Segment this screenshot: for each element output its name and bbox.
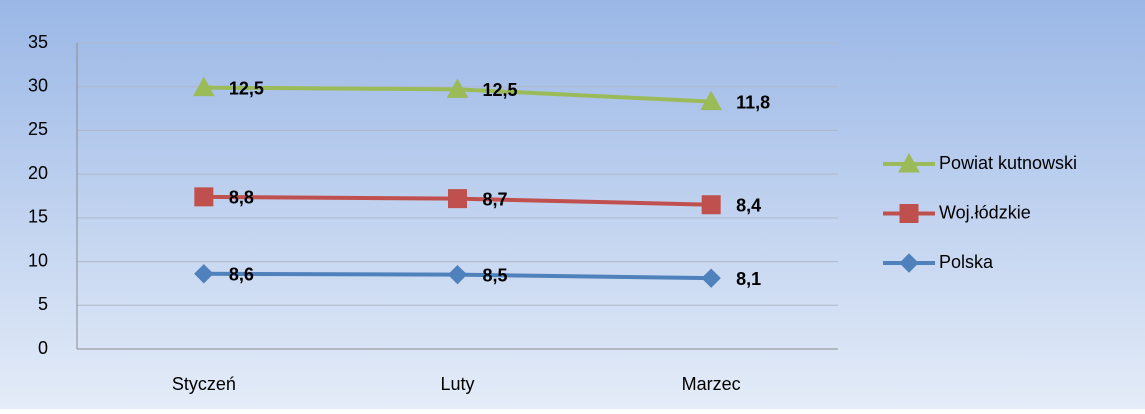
y-tick-label: 10	[28, 250, 48, 270]
x-tick-label: Luty	[440, 374, 474, 394]
y-tick-label: 5	[38, 294, 48, 314]
marker	[194, 187, 214, 207]
data-label: 8,5	[483, 265, 508, 285]
data-label: 8,7	[483, 189, 508, 209]
marker	[447, 264, 468, 285]
y-tick-label: 0	[38, 338, 48, 358]
marker	[898, 152, 920, 173]
marker	[448, 189, 467, 209]
data-label: 8,8	[229, 188, 254, 208]
marker	[194, 264, 214, 284]
marker	[700, 90, 723, 111]
data-label: 12,5	[229, 78, 264, 98]
marker	[701, 195, 721, 215]
y-tick-label: 30	[28, 75, 48, 95]
x-tick-label: Styczeń	[172, 374, 236, 394]
data-label: 8,6	[229, 265, 254, 285]
data-label: 8,1	[736, 269, 761, 289]
y-tick-label: 35	[28, 32, 48, 52]
y-tick-label: 25	[28, 119, 48, 139]
data-label: 8,4	[736, 195, 761, 215]
x-tick-label: Marzec	[682, 374, 741, 394]
marker	[899, 204, 919, 223]
legend-label: Woj.łódzkie	[939, 202, 1031, 222]
legend-label: Polska	[939, 252, 994, 272]
marker	[192, 76, 215, 97]
marker	[446, 78, 469, 98]
y-tick-label: 20	[28, 163, 48, 183]
data-label: 11,8	[736, 92, 770, 112]
legend-label: Powiat kutnowski	[939, 153, 1077, 173]
y-tick-label: 15	[28, 207, 48, 227]
marker	[701, 268, 721, 288]
marker	[899, 253, 919, 273]
data-label: 12,5	[483, 80, 518, 100]
